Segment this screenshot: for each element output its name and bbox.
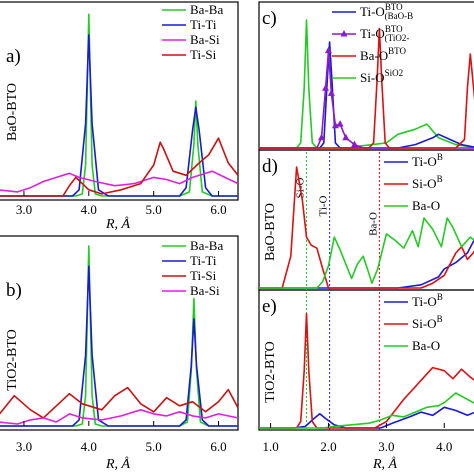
legend-d-sup: B bbox=[437, 174, 443, 184]
panel-c-label: c) bbox=[262, 8, 277, 29]
series-e-ba-o bbox=[259, 392, 474, 429]
panel-e-xtick-label: 3.0 bbox=[378, 439, 394, 454]
panel-b-xtick-label: 4.0 bbox=[81, 439, 97, 454]
series-a-ti-si bbox=[0, 137, 239, 197]
panel-a-label: a) bbox=[6, 46, 21, 67]
legend-b-entry: Ba-Si bbox=[190, 283, 220, 298]
panel-b-xtick-label: 5.0 bbox=[146, 439, 162, 454]
panel-e-xlabel: R, Å bbox=[372, 456, 398, 472]
panel-b-xlabel: R, Å bbox=[105, 456, 131, 472]
legend-c-sup: BTO bbox=[385, 2, 403, 12]
panel-d-ylabel: BaO-BTO bbox=[263, 203, 278, 261]
series-c-marker bbox=[327, 89, 335, 96]
series-b-ba-si bbox=[0, 408, 239, 425]
panel-b-ylabel: TiO2-BTO bbox=[5, 329, 20, 390]
series-c-ba-o-bto bbox=[259, 27, 474, 149]
panel-e-xtick-label: 4.0 bbox=[436, 439, 452, 454]
series-c-marker bbox=[324, 46, 332, 54]
legend-d-sup: B bbox=[437, 152, 443, 162]
legend-e-entry: Ti-OB bbox=[412, 292, 443, 309]
series-c-marker bbox=[336, 120, 344, 127]
legend-e-entry: Si-OB bbox=[412, 314, 443, 331]
panel-b-xtick-label: 3.0 bbox=[16, 439, 32, 454]
legend-e-sup: B bbox=[437, 292, 443, 302]
legend-c-sub: (TiO2- bbox=[385, 33, 410, 43]
panel-a-xtick-label: 4.0 bbox=[81, 202, 97, 217]
panel-a-frame bbox=[0, 1, 239, 201]
legend-b-entry: Ba-Ba bbox=[190, 238, 223, 253]
panel-d-vline-label: Ba-O bbox=[367, 212, 379, 236]
legend-c-sup: SiO2 bbox=[385, 68, 404, 78]
series-a-ba-si bbox=[0, 170, 239, 193]
panel-e-frame bbox=[258, 289, 474, 431]
legend-c-entry: Ti-OBTO (BaO-B bbox=[360, 2, 413, 21]
panel-d-label: d) bbox=[262, 156, 278, 177]
series-a-ti-ti bbox=[0, 34, 238, 197]
series-e-ti-o-bto bbox=[259, 406, 474, 429]
legend-b-entry: Ti-Ti bbox=[190, 253, 217, 268]
legend-c-entry: Ba-OBTO bbox=[360, 46, 407, 63]
panel-e-xtick-label: 1.0 bbox=[262, 439, 278, 454]
legend-c-entry: Ti-OBTO (TiO2- bbox=[360, 24, 409, 43]
legend-a-entry: Ba-Si bbox=[190, 32, 220, 47]
panel-e-ylabel: TiO2-BTO bbox=[263, 341, 278, 402]
legend-e-entry: Ba-O bbox=[412, 338, 440, 353]
legend-c-entry: Si-OSiO2 bbox=[360, 68, 403, 85]
legend-a-entry: Ti-Ti bbox=[190, 17, 217, 32]
panel-b-xtick-label: 6.0 bbox=[210, 439, 226, 454]
series-c-marker bbox=[322, 84, 330, 91]
panel-b-label: b) bbox=[6, 280, 22, 301]
legend-c-marker bbox=[340, 30, 348, 37]
series-c-marker bbox=[318, 133, 326, 141]
panel-a-ylabel: BaO-BTO bbox=[5, 83, 20, 141]
series-d-ba-o bbox=[259, 217, 474, 289]
panel-e-xtick-label: 2.0 bbox=[320, 439, 336, 454]
series-c-ti-o-bto-tio2-bto- bbox=[259, 49, 474, 149]
panel-b-frame bbox=[0, 235, 239, 431]
legend-d-entry: Si-OB bbox=[412, 174, 443, 191]
panel-a-xlabel: R, Å bbox=[105, 216, 131, 232]
series-c-marker bbox=[351, 140, 359, 148]
panel-d-vline-label: Ti-O bbox=[318, 195, 330, 216]
legend-d-entry: Ba-O bbox=[412, 198, 440, 213]
panel-a-xtick-label: 5.0 bbox=[146, 202, 162, 217]
legend-c-sup: BTO bbox=[385, 24, 403, 34]
series-b-ti-ti bbox=[0, 265, 238, 427]
series-c-marker bbox=[342, 133, 350, 141]
legend-c-sup: BTO bbox=[388, 46, 406, 56]
legend-a-entry: Ba-Ba bbox=[190, 2, 223, 17]
panel-a-xtick-label: 6.0 bbox=[210, 202, 226, 217]
panel-e-label: e) bbox=[262, 296, 277, 317]
legend-d-entry: Ti-OB bbox=[412, 152, 443, 169]
series-c-marker bbox=[331, 121, 339, 129]
series-e-si-o-bto bbox=[259, 312, 474, 429]
legend-a-entry: Ti-Si bbox=[190, 47, 217, 62]
legend-c-sub: (BaO-B bbox=[385, 11, 414, 21]
legend-b-entry: Ti-Si bbox=[190, 268, 217, 283]
legend-e-sup: B bbox=[437, 314, 443, 324]
panel-a-xtick-label: 3.0 bbox=[16, 202, 32, 217]
